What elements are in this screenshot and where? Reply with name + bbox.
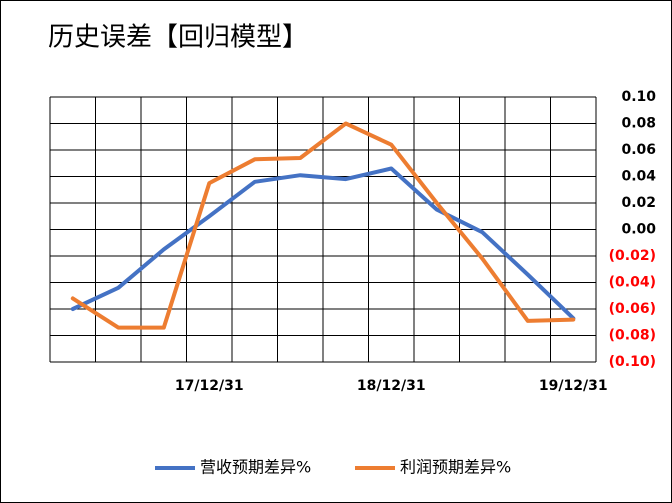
y-tick-label: (0.02) <box>609 248 656 264</box>
y-tick-label: 0.02 <box>621 195 656 211</box>
chart-title: 历史误差【回归模型】 <box>48 23 308 53</box>
y-tick-label: 0.00 <box>621 222 656 238</box>
x-tick-label: 18/12/31 <box>357 378 426 394</box>
y-tick-label: (0.08) <box>609 328 656 344</box>
legend-label: 利润预期差异% <box>400 458 511 477</box>
x-tick-label: 17/12/31 <box>175 378 244 394</box>
y-tick-label: 0.08 <box>621 116 656 132</box>
y-tick-label: 0.10 <box>621 89 656 105</box>
y-tick-label: 0.06 <box>621 142 656 158</box>
series-line <box>70 166 576 321</box>
series-line <box>70 121 576 330</box>
x-tick-label: 19/12/31 <box>539 378 608 394</box>
y-tick-label: (0.06) <box>609 301 656 317</box>
legend-label: 营收预期差异% <box>200 458 311 477</box>
y-tick-label: (0.04) <box>609 275 656 291</box>
y-tick-label: 0.04 <box>621 169 656 185</box>
y-tick-label: (0.10) <box>609 354 656 370</box>
